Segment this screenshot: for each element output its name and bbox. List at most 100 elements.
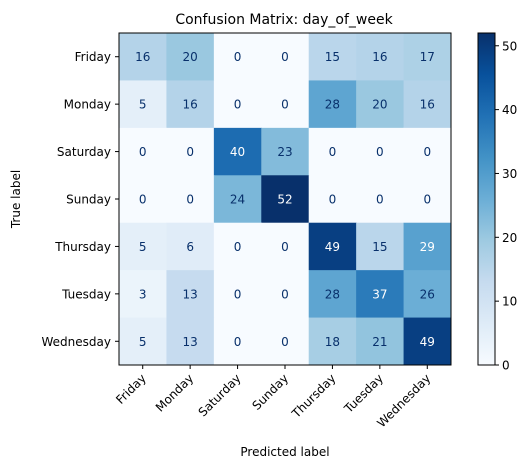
y-tick-label: Monday — [64, 98, 111, 112]
cell-value-label: 0 — [234, 240, 242, 254]
cell-value-label: 28 — [325, 287, 340, 301]
cell-value-label: 16 — [372, 50, 387, 64]
cell-value-label: 20 — [372, 98, 387, 112]
x-axis-label: Predicted label — [240, 445, 329, 459]
cell-value-label: 3 — [139, 287, 147, 301]
x-tick-label: Saturday — [196, 371, 244, 419]
cell-value-label: 15 — [325, 50, 340, 64]
cell-value-label: 0 — [329, 193, 337, 207]
heatmap-cell — [166, 127, 215, 176]
cell-value-label: 16 — [183, 98, 198, 112]
cell-value-label: 37 — [372, 287, 387, 301]
heatmap-cell — [261, 33, 310, 81]
chart-title: Confusion Matrix: day_of_week — [175, 12, 393, 28]
cell-value-label: 0 — [186, 193, 194, 207]
y-tick-label: Saturday — [57, 145, 111, 159]
cell-value-label: 20 — [183, 50, 198, 64]
colorbar-tick-label: 30 — [502, 167, 517, 181]
y-tick-label: Sunday — [66, 193, 111, 207]
heatmap-cell — [403, 127, 452, 176]
cell-value-label: 16 — [420, 98, 435, 112]
heatmap-cell — [308, 33, 357, 81]
colorbar — [477, 32, 496, 366]
cell-value-label: 0 — [234, 335, 242, 349]
cell-value-label: 0 — [139, 193, 147, 207]
x-tick-label: Monday — [153, 371, 196, 414]
heatmap-cell — [119, 33, 167, 81]
y-axis-ticks: Friday Monday Saturday Sunday Thursday Tuesda… — [42, 50, 119, 349]
heatmap-cell — [261, 175, 310, 224]
x-tick-label: Sunday — [249, 371, 291, 413]
cell-value-label: 40 — [230, 145, 245, 159]
heatmap-cell — [119, 222, 167, 271]
cell-value-label: 24 — [230, 193, 245, 207]
cell-value-label: 0 — [186, 145, 194, 159]
cell-value-label: 49 — [325, 240, 340, 254]
heatmap-cell — [166, 33, 215, 81]
y-tick-label: Wednesday — [42, 335, 111, 349]
heatmap-cell — [261, 127, 310, 176]
heatmap-cell — [213, 222, 262, 271]
heatmap-cell — [261, 80, 310, 129]
cell-value-label: 0 — [281, 50, 289, 64]
heatmap-cell — [166, 270, 215, 319]
heatmap-cell — [403, 175, 452, 224]
colorbar-ticks: 0 10 20 30 40 50 — [495, 39, 517, 373]
y-tick-label: Friday — [75, 50, 111, 64]
heatmap-cell — [356, 80, 405, 129]
y-axis-label: True label — [9, 170, 23, 229]
heatmap-cell — [403, 317, 452, 366]
heatmap-cell — [403, 222, 452, 271]
heatmap-cell — [119, 270, 167, 319]
colorbar-tick-label: 20 — [502, 231, 517, 245]
cell-value-label: 13 — [183, 335, 198, 349]
cell-value-label: 0 — [423, 145, 431, 159]
heatmap-cell — [356, 317, 405, 366]
cell-value-label: 17 — [420, 50, 435, 64]
heatmap-cell — [356, 222, 405, 271]
cell-value-label: 0 — [139, 145, 147, 159]
cell-value-label: 26 — [420, 287, 435, 301]
x-tick-label: Tuesday — [341, 371, 386, 416]
heatmap-cell — [308, 222, 357, 271]
x-tick-label: Thursday — [288, 371, 338, 421]
heatmap-cell — [119, 127, 167, 176]
heatmap-cell — [213, 270, 262, 319]
heatmap-cell — [261, 222, 310, 271]
cell-value-label: 0 — [423, 193, 431, 207]
cell-value-label: 28 — [325, 98, 340, 112]
heatmap-cell — [213, 175, 262, 224]
colorbar-tick-label: 40 — [502, 103, 517, 117]
cell-value-label: 5 — [139, 98, 147, 112]
cell-value-label: 6 — [186, 240, 194, 254]
heatmap-cell — [308, 270, 357, 319]
heatmap-cell — [356, 127, 405, 176]
heatmap-cell — [166, 317, 215, 366]
cell-value-label: 16 — [135, 50, 150, 64]
cell-value-label: 49 — [420, 335, 435, 349]
cell-value-label: 52 — [277, 193, 292, 207]
cell-value-label: 0 — [281, 98, 289, 112]
heatmap-cell — [166, 80, 215, 129]
cell-value-label: 0 — [376, 145, 384, 159]
heatmap-cell — [261, 270, 310, 319]
heatmap-cell — [356, 270, 405, 319]
cell-value-label: 0 — [329, 145, 337, 159]
heatmap-cells — [119, 33, 452, 366]
cell-value-label: 13 — [183, 287, 198, 301]
cell-value-label: 0 — [234, 50, 242, 64]
cell-value-label: 0 — [281, 287, 289, 301]
cell-value-label: 5 — [139, 335, 147, 349]
heatmap-cell — [308, 80, 357, 129]
heatmap-cell — [119, 80, 167, 129]
cell-value-label: 29 — [420, 240, 435, 254]
heatmap-cell — [213, 33, 262, 81]
colorbar-tick-label: 0 — [502, 359, 510, 373]
x-tick-label: Friday — [113, 371, 149, 407]
cell-value-label: 0 — [234, 98, 242, 112]
heatmap-cell — [403, 270, 452, 319]
cell-value-label: 0 — [234, 287, 242, 301]
heatmap-cell — [308, 127, 357, 176]
colorbar-tick-label: 10 — [502, 295, 517, 309]
